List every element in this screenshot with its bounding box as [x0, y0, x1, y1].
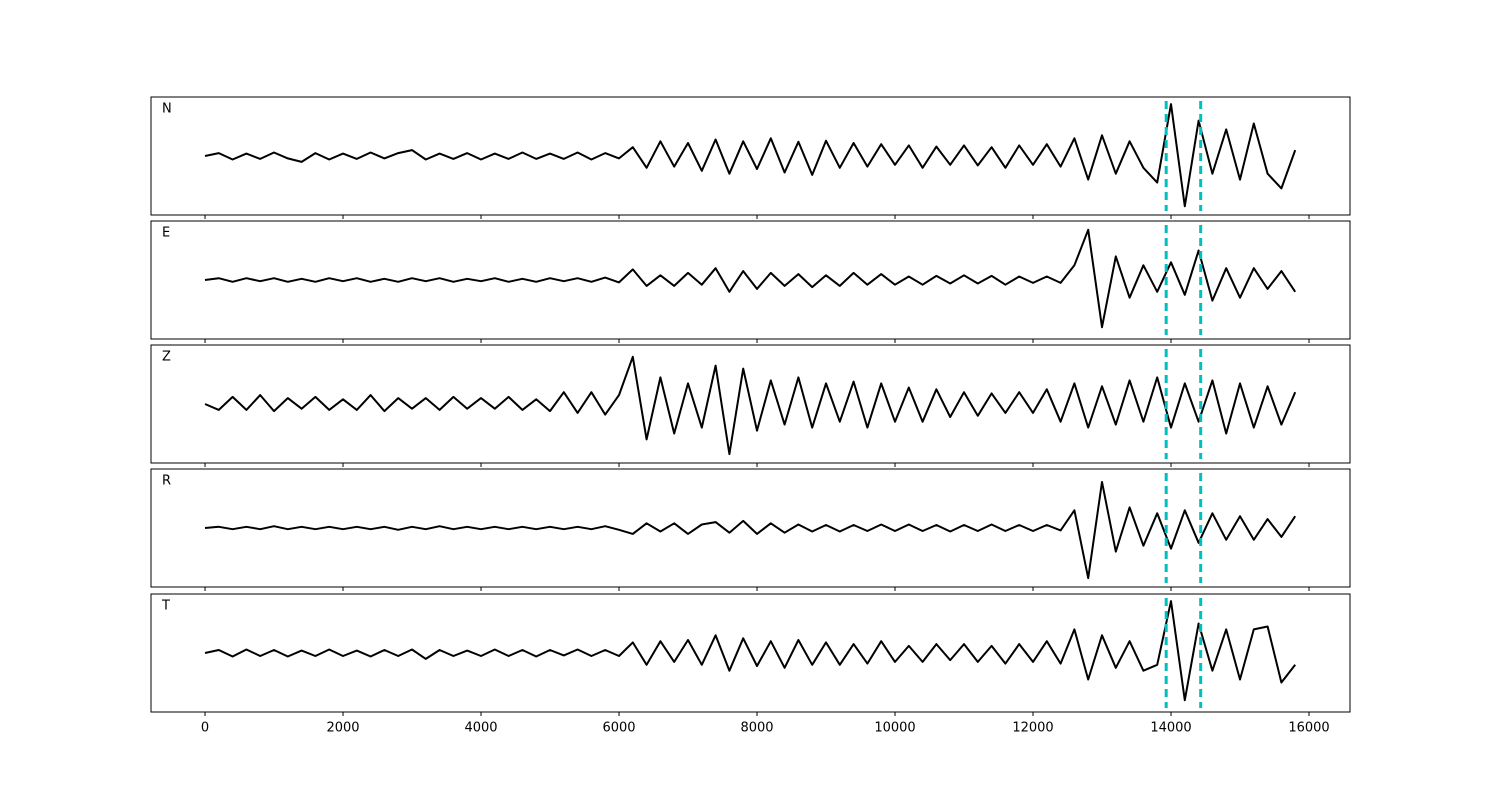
- waveform: [204, 355, 1297, 456]
- x-tick-label: 8000: [740, 721, 773, 736]
- x-tick-label: 6000: [602, 721, 635, 736]
- waveform: [204, 228, 1297, 329]
- x-tick-label: 10000: [874, 721, 915, 736]
- component-label: E: [162, 226, 170, 241]
- panel-frame: [150, 468, 1351, 588]
- component-label: N: [162, 102, 172, 117]
- x-tick-label: 12000: [1012, 721, 1053, 736]
- x-tick-label: 2000: [326, 721, 359, 736]
- waveform: [204, 481, 1297, 580]
- panel-frame: [150, 344, 1351, 464]
- x-tick-label: 16000: [1288, 721, 1329, 736]
- waveform: [204, 600, 1296, 702]
- component-label: R: [162, 474, 171, 489]
- panel-frame: [150, 96, 1351, 216]
- component-label: T: [161, 599, 170, 614]
- panel-frame: [150, 593, 1351, 713]
- waveform: [204, 103, 1297, 208]
- panel-frame: [150, 220, 1351, 340]
- x-tick-label: 0: [201, 721, 209, 736]
- x-tick-label: 4000: [464, 721, 497, 736]
- component-label: Z: [162, 350, 171, 365]
- x-tick-label: 14000: [1150, 721, 1191, 736]
